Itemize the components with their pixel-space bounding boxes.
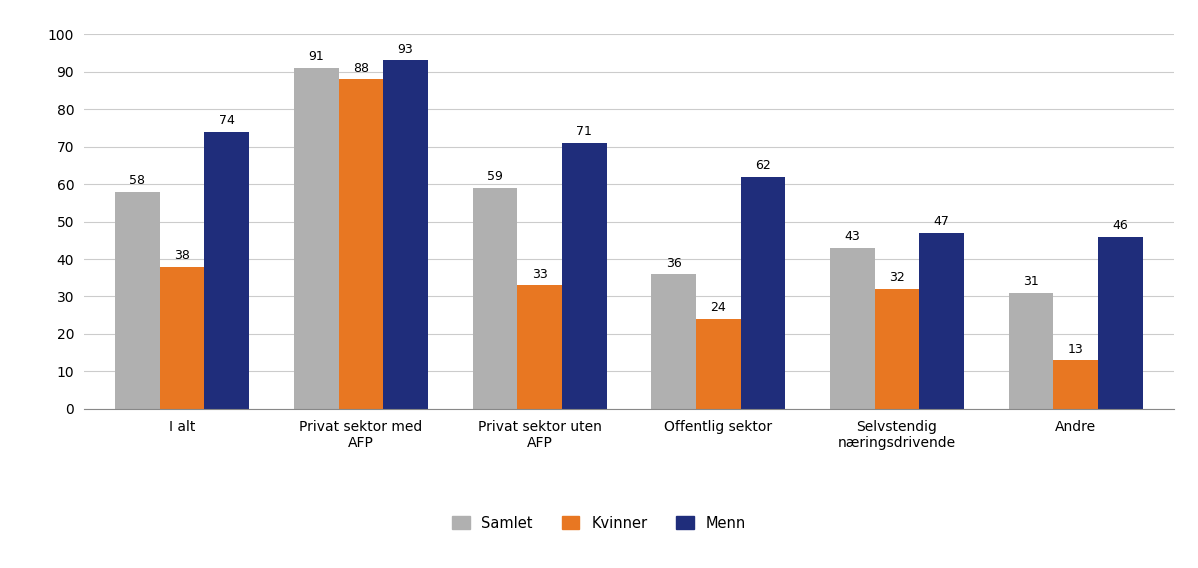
Bar	[830, 248, 875, 409]
Bar	[562, 143, 606, 409]
Text: 47: 47	[933, 215, 950, 228]
Bar	[1053, 360, 1099, 409]
Text: 31: 31	[1023, 275, 1039, 288]
Bar	[740, 177, 786, 409]
Bar	[205, 132, 249, 409]
Text: 91: 91	[308, 51, 325, 63]
Text: 46: 46	[1113, 219, 1129, 232]
Text: 71: 71	[576, 126, 592, 138]
Text: 93: 93	[398, 43, 413, 56]
Text: 32: 32	[889, 272, 904, 285]
Bar	[115, 191, 159, 409]
Text: 24: 24	[710, 302, 726, 315]
Bar	[159, 266, 205, 409]
Text: 62: 62	[755, 159, 770, 172]
Bar	[652, 274, 696, 409]
Bar	[696, 319, 740, 409]
Bar	[919, 233, 964, 409]
Bar	[875, 289, 919, 409]
Text: 36: 36	[666, 257, 682, 269]
Legend: Samlet, Kvinner, Menn: Samlet, Kvinner, Menn	[444, 508, 754, 538]
Bar	[518, 285, 562, 409]
Bar	[472, 188, 518, 409]
Bar	[383, 60, 428, 409]
Text: 59: 59	[486, 170, 503, 183]
Text: 13: 13	[1067, 343, 1084, 356]
Text: 58: 58	[129, 174, 145, 187]
Bar	[339, 79, 383, 409]
Text: 74: 74	[219, 114, 235, 127]
Bar	[1099, 236, 1143, 409]
Text: 88: 88	[353, 61, 369, 74]
Bar	[1009, 293, 1053, 409]
Text: 43: 43	[845, 230, 860, 243]
Text: 33: 33	[532, 268, 547, 281]
Bar	[294, 68, 339, 409]
Text: 38: 38	[174, 249, 190, 262]
